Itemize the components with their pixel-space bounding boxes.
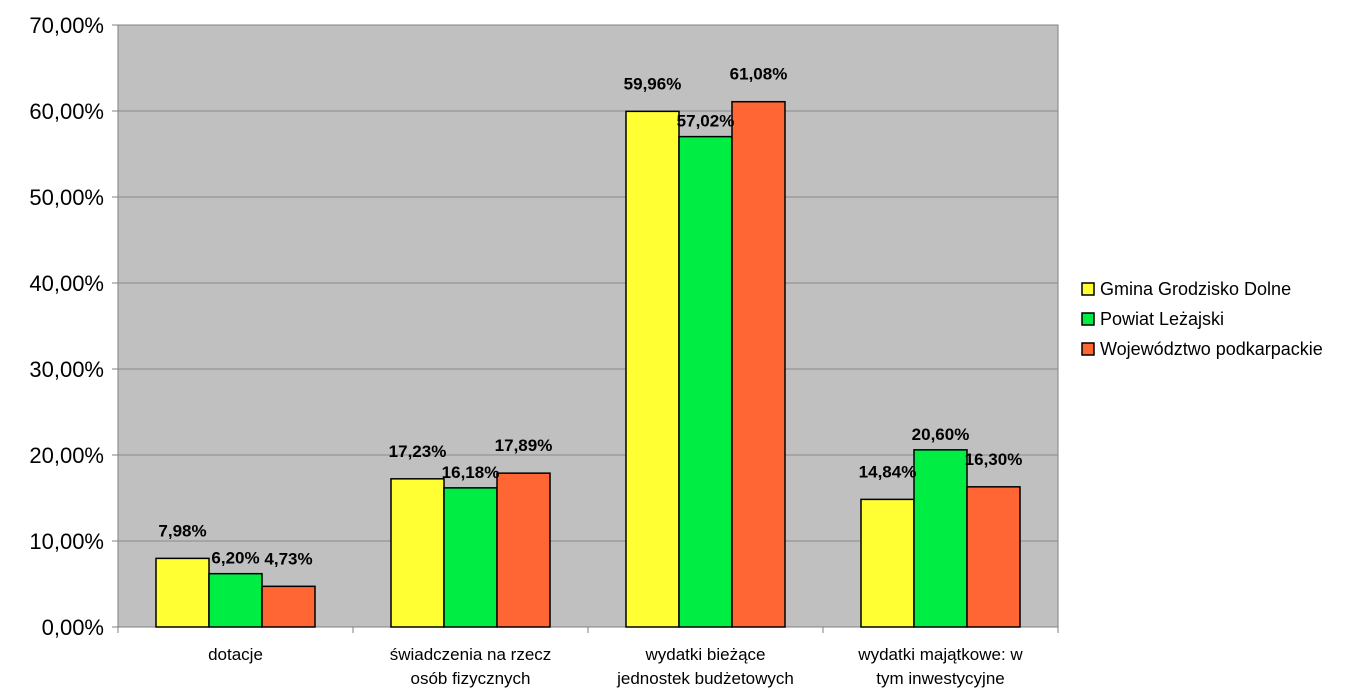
legend-swatch <box>1081 312 1095 326</box>
y-tick-label: 70,00% <box>29 13 104 38</box>
bar <box>913 449 968 628</box>
bar <box>443 487 498 628</box>
x-tick-label: osób fizycznych <box>411 669 531 688</box>
y-tick-label: 40,00% <box>29 271 104 296</box>
bar <box>966 486 1021 628</box>
legend-swatch <box>1081 282 1095 296</box>
bar <box>496 472 551 628</box>
y-tick-label: 30,00% <box>29 357 104 382</box>
bar <box>208 572 263 628</box>
data-label: 16,30% <box>965 450 1023 469</box>
x-tick-label: wydatki bieżące <box>644 645 765 664</box>
data-label: 14,84% <box>859 462 917 481</box>
bar <box>625 110 680 628</box>
plot-area: 0,00% 10,00% 20,00% 30,00% 40,00% 50,00% 60,00… <box>29 13 1059 688</box>
data-label: 7,98% <box>158 521 206 540</box>
legend-swatch <box>1081 342 1095 356</box>
x-tick-label: jednostek budżetowych <box>616 669 794 688</box>
data-label: 57,02% <box>677 112 735 131</box>
bar <box>261 585 316 628</box>
bar <box>860 498 915 628</box>
y-tick-label: 20,00% <box>29 443 104 468</box>
x-tick-label: świadczenia na rzecz <box>390 645 552 664</box>
bar <box>390 478 445 628</box>
x-tick-label: dotacje <box>208 645 263 664</box>
data-label: 6,20% <box>211 549 259 568</box>
x-tick-label: tym inwestycyjne <box>876 669 1004 688</box>
bar <box>678 135 733 628</box>
y-tick-label: 60,00% <box>29 99 104 124</box>
legend: Gmina Grodzisko Dolne Powiat Leżajski Woje… <box>1081 279 1323 359</box>
data-label: 17,89% <box>495 436 553 455</box>
legend-label: Województwo podkarpackie <box>1100 339 1323 359</box>
legend-label: Gmina Grodzisko Dolne <box>1100 279 1291 299</box>
data-label: 59,96% <box>624 74 682 93</box>
data-label: 4,73% <box>264 549 312 568</box>
data-label: 20,60% <box>912 425 970 444</box>
x-tick-label: wydatki majątkowe: w <box>857 645 1023 664</box>
bar <box>731 100 786 628</box>
y-tick-label: 50,00% <box>29 185 104 210</box>
y-tick-label: 10,00% <box>29 529 104 554</box>
data-label: 61,08% <box>730 65 788 84</box>
bar <box>155 557 210 628</box>
data-label: 17,23% <box>389 442 447 461</box>
legend-label: Powiat Leżajski <box>1100 309 1224 329</box>
y-tick-label: 0,00% <box>42 615 104 640</box>
data-label: 16,18% <box>442 463 500 482</box>
